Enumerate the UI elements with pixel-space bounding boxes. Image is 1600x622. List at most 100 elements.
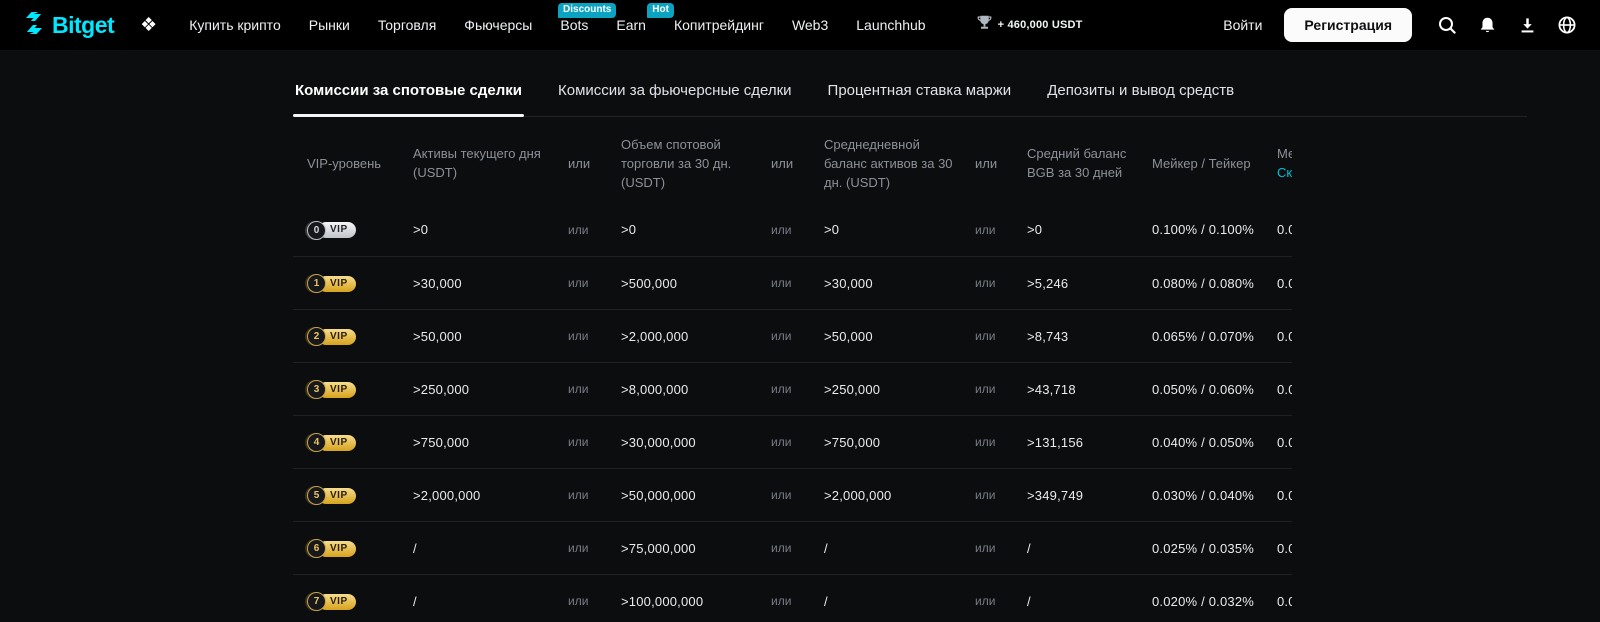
cell-avg-balance: / [824,593,828,609]
vip-pill-label: VIP [318,381,356,398]
cell-spot-volume: >50,000,000 [621,487,696,503]
cell-or: или [568,488,589,502]
cell-daily-assets: >0 [413,222,429,237]
cell-avg-balance: >250,000 [824,381,881,397]
cell-daily-assets: >750,000 [413,434,470,450]
col-header-maker-taker: Мейкер / Тейкер [1152,155,1251,171]
col-header-vip-level: VIP-уровень [307,155,382,171]
register-button[interactable]: Регистрация [1284,8,1412,42]
vip-level-number: 7 [307,592,326,611]
cell-bgb-balance: >43,718 [1027,381,1076,397]
tab-spot-fees[interactable]: Комиссии за спотовые сделки [293,74,525,117]
vip-badge: 6 VIP [307,539,356,558]
cell-clipped-value: 0.0 [1277,328,1292,344]
nav-item-buy-crypto[interactable]: Купить крипто [175,0,295,50]
tab-futures-fees[interactable]: Комиссии за фьючерсные сделки [558,82,792,99]
cell-or: или [568,276,589,290]
nav-item-web3[interactable]: Web3 [778,0,842,50]
cell-clipped-value: 0.0 [1277,275,1292,291]
login-link[interactable]: Войти [1223,17,1263,33]
main-menu: Купить крипто Рынки Торговля Фьючерсы Bots Di… [175,0,939,50]
cell-bgb-balance: >0 [1027,222,1043,237]
cell-or: или [975,435,996,449]
clipped-header-text: Ме [1277,146,1292,161]
cell-or: или [771,382,792,396]
cell-daily-assets: / [413,540,417,556]
cell-spot-volume: >100,000,000 [621,593,704,609]
top-nav: Bitget ❖ Купить крипто Рынки Торговля Фьюче… [0,0,1600,50]
cell-maker-taker: 0.040% / 0.050% [1152,434,1255,450]
nav-item-label: Earn [616,17,646,33]
vip-level-number: 2 [307,327,326,346]
cell-bgb-balance: / [1027,540,1031,556]
cell-daily-assets: >30,000 [413,275,462,291]
table-row: 5 VIP >2,000,000 или >50,000,000 или >2,… [293,468,1292,521]
tab-margin-rate[interactable]: Процентная ставка маржи [827,82,1012,99]
cell-spot-volume: >30,000,000 [621,434,696,450]
cell-bgb-balance: >5,246 [1027,275,1069,291]
vip-level-number: 4 [307,433,326,452]
cell-avg-balance: / [824,540,828,556]
cell-or: или [975,276,996,290]
vip-badge: 4 VIP [307,433,356,452]
col-header-avg-balance: Среднедневной баланс активов за 30 дн. (… [824,136,953,190]
nav-item-label: Копитрейдинг [673,17,764,33]
cell-clipped-value: 0.0 [1277,540,1292,556]
cell-clipped-value: 0.0 [1277,593,1292,609]
nav-item-label: Launchhub [856,17,926,33]
cell-or: или [568,382,589,396]
cell-or: или [975,488,996,502]
nav-item-copy-trading[interactable]: Копитрейдинг [660,0,778,50]
cell-or: или [975,222,996,237]
nav-item-markets[interactable]: Рынки [295,0,364,50]
search-icon[interactable] [1434,12,1460,38]
cell-spot-volume: >8,000,000 [621,381,689,397]
cell-bgb-balance: >8,743 [1027,328,1069,344]
tab-deposits-withdrawals[interactable]: Депозиты и вывод средств [1047,82,1235,99]
nav-item-bots[interactable]: Bots Discounts [546,0,617,50]
cell-or: или [568,541,589,555]
nav-item-trade[interactable]: Торговля [364,0,450,50]
bitget-logo[interactable]: Bitget [22,11,115,40]
cell-or: или [975,382,996,396]
nav-item-label: Bots [560,17,589,33]
cell-spot-volume: >2,000,000 [621,328,689,344]
cell-maker-taker: 0.080% / 0.080% [1152,275,1255,291]
fees-tabs: Комиссии за спотовые сделки Комиссии за ф… [293,74,1527,117]
nav-item-badge: Discounts [558,3,617,18]
clipped-header-link[interactable]: Ск [1277,165,1292,180]
cell-or: или [975,541,996,555]
vip-level-number: 6 [307,539,326,558]
table-row: 3 VIP >250,000 или >8,000,000 или >250,0… [293,362,1292,415]
cell-maker-taker: 0.050% / 0.060% [1152,381,1255,397]
cell-or: или [568,222,589,237]
nav-item-earn[interactable]: Earn Hot [602,0,674,50]
notifications-bell-icon[interactable] [1474,12,1500,38]
nav-item-launchhub[interactable]: Launchhub [842,0,939,50]
cell-daily-assets: >2,000,000 [413,487,481,503]
cell-clipped-value: 0.0 [1277,381,1292,397]
bitget-logo-icon [22,11,46,40]
table-row: 7 VIP / или >100,000,000 или / или / 0.0… [293,574,1292,622]
cell-spot-volume: >0 [621,222,637,237]
fees-page: Комиссии за спотовые сделки Комиссии за ф… [0,50,1600,622]
apps-grid-icon[interactable]: ❖ [140,14,158,36]
language-globe-icon[interactable] [1554,12,1580,38]
table-header-row: VIP-уровень Активы текущего дня (USDT) и… [293,123,1292,203]
fees-table-viewport[interactable]: VIP-уровень Активы текущего дня (USDT) и… [293,123,1292,622]
rewards-link[interactable]: + 460,000 USDT [976,14,1083,36]
cell-spot-volume: >500,000 [621,275,678,291]
cell-maker-taker: 0.030% / 0.040% [1152,487,1255,503]
vip-badge: 1 VIP [307,274,356,293]
nav-item-futures[interactable]: Фьючерсы [450,0,546,50]
cell-or: или [771,541,792,555]
cell-clipped-value: 0.0 [1277,222,1292,237]
col-header-clipped: Ме Ск [1277,144,1292,182]
cell-maker-taker: 0.025% / 0.035% [1152,540,1255,556]
vip-level-number: 1 [307,274,326,293]
vip-level-number: 5 [307,486,326,505]
cell-avg-balance: >50,000 [824,328,873,344]
vip-pill-label: VIP [318,275,356,292]
cell-or: или [771,222,792,237]
download-app-icon[interactable] [1514,12,1540,38]
